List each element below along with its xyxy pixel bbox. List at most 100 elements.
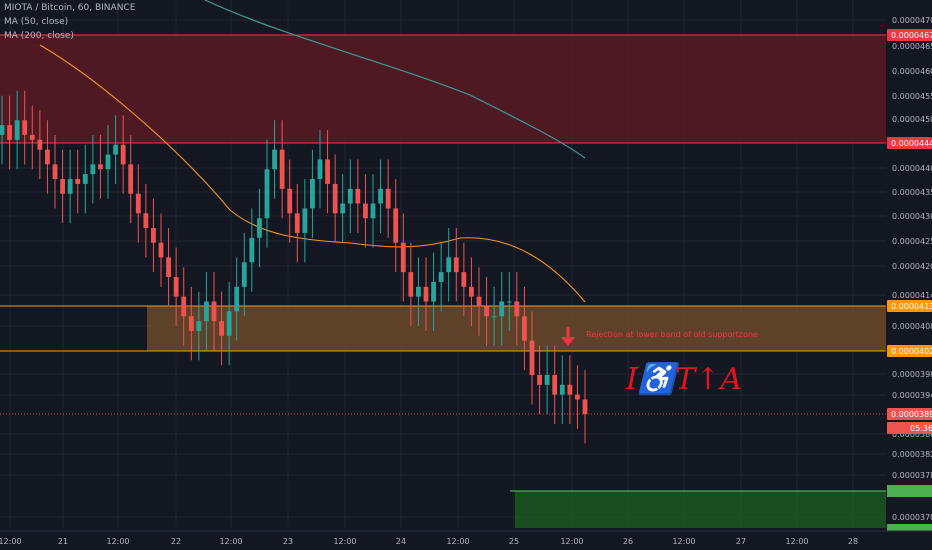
price-tick-label: 0.00004080 <box>892 322 932 331</box>
candle-body <box>431 281 436 302</box>
candle-body <box>158 242 164 258</box>
price-tag-label: 0.00003899 <box>891 410 932 419</box>
candle-body <box>135 193 141 214</box>
price-tick-label: 0.00003940 <box>892 391 932 400</box>
time-tick-label: 12:00 <box>0 537 22 546</box>
candle-body <box>363 203 368 219</box>
candle-body <box>385 188 391 209</box>
candle-body <box>196 321 202 331</box>
candle-body <box>7 125 12 140</box>
price-tag-label: 0.00004137 <box>891 302 932 311</box>
candle-body <box>567 384 573 395</box>
ma50-legend[interactable]: MA (50, close) <box>4 17 69 27</box>
time-axis-bg <box>0 531 932 550</box>
time-axis: 12:00 21 12:00 22 12:00 23 12:00 24 12:00 25 12:00… <box>0 530 932 550</box>
time-tick-label: 25 <box>509 537 519 546</box>
ma50-line <box>39 44 586 303</box>
candle-body <box>294 213 300 233</box>
candle-body <box>378 188 383 204</box>
price-tick-label: 0.00004700 <box>892 16 932 25</box>
price-tag-bg <box>887 422 932 434</box>
time-tick-label: 27 <box>736 537 746 546</box>
price-tag-label: 05:36 <box>910 424 932 433</box>
candle-body <box>408 272 414 297</box>
candle-body <box>355 188 361 204</box>
candle-body <box>514 301 520 317</box>
rejection-arrow-head <box>561 337 575 346</box>
candle-body <box>75 179 81 184</box>
candle-body <box>120 144 126 165</box>
time-tick-label: 12:00 <box>560 537 583 546</box>
candle-body <box>82 174 88 184</box>
candle-body <box>166 257 171 278</box>
price-tag-bg <box>887 408 932 420</box>
candle-body <box>0 125 5 135</box>
candle-body <box>264 169 270 219</box>
ma200-line <box>204 0 586 159</box>
time-tick-label: 12:00 <box>333 537 356 546</box>
price-tick-label: 0.00004350 <box>892 188 932 197</box>
price-tag-bg <box>887 137 932 149</box>
ma200-legend[interactable]: MA (200, close) <box>4 31 74 41</box>
candle-body <box>582 399 588 415</box>
candle-body <box>22 120 28 135</box>
candle-body <box>347 188 353 204</box>
candle-body <box>14 120 20 140</box>
candle-body <box>529 340 535 376</box>
candle-body <box>272 149 277 170</box>
time-tick-label: 12:00 <box>785 537 808 546</box>
candle-body <box>45 149 50 165</box>
candle-body <box>537 375 542 385</box>
candle-body <box>575 394 580 400</box>
candle-body <box>181 296 187 317</box>
candle-body <box>211 301 217 322</box>
price-tick-label: 0.00003820 <box>892 450 932 459</box>
price-tick-label: 0.00004300 <box>892 212 932 221</box>
price-tick-label: 0.00004600 <box>892 67 932 76</box>
rejection-annotation: Rejection at lower band of old supportzo… <box>586 330 758 339</box>
time-tick-label: 12:00 <box>446 537 469 546</box>
candle-body <box>249 237 255 263</box>
price-axis: 0.00004700 0.00004650 0.00004600 0.00004550… <box>886 0 932 550</box>
candle-body <box>151 228 156 243</box>
candle-body <box>332 183 338 214</box>
price-axis-bg <box>886 0 932 550</box>
price-tick-label: 0.00003860 <box>892 430 932 439</box>
candle-body <box>67 179 73 194</box>
price-tick-label: 0.00003980 <box>892 370 932 379</box>
candles <box>0 90 588 444</box>
price-tag-label: 0.00004448 <box>891 139 932 148</box>
candle-body <box>226 311 232 336</box>
candle-body <box>469 286 474 297</box>
time-tick-label: 23 <box>283 537 293 546</box>
candle-body <box>544 375 550 385</box>
moving-averages <box>39 0 586 303</box>
price-tag-label: 0.00004674 <box>891 31 932 40</box>
price-tick-label: 0.00004550 <box>892 92 932 101</box>
target-zone <box>515 491 886 528</box>
candle-body <box>325 159 330 184</box>
price-tick-label: 0.00004500 <box>892 115 932 124</box>
candle-body <box>522 316 527 341</box>
candle-body <box>476 296 482 307</box>
candle-body <box>423 286 429 302</box>
candle-body <box>234 286 240 312</box>
time-tick-label: 28 <box>848 537 858 546</box>
time-tick-label: 12:00 <box>106 537 129 546</box>
candle-body <box>98 164 103 170</box>
candle-body <box>204 301 209 322</box>
time-tick-label: 21 <box>58 537 68 546</box>
resistance-zone <box>0 35 886 143</box>
candle-body <box>219 321 224 336</box>
candle-body <box>52 164 58 180</box>
target-tag <box>887 485 932 497</box>
candle-body <box>438 272 444 282</box>
time-tick-label: 22 <box>171 537 181 546</box>
candle-body <box>113 144 118 155</box>
candle-body <box>37 139 43 150</box>
candle-body <box>29 134 35 140</box>
price-tick-label: 0.00004400 <box>892 164 932 173</box>
annotation-group: Rejection at lower band of old supportzo… <box>561 327 758 397</box>
time-tick-label: 12:00 <box>219 537 242 546</box>
